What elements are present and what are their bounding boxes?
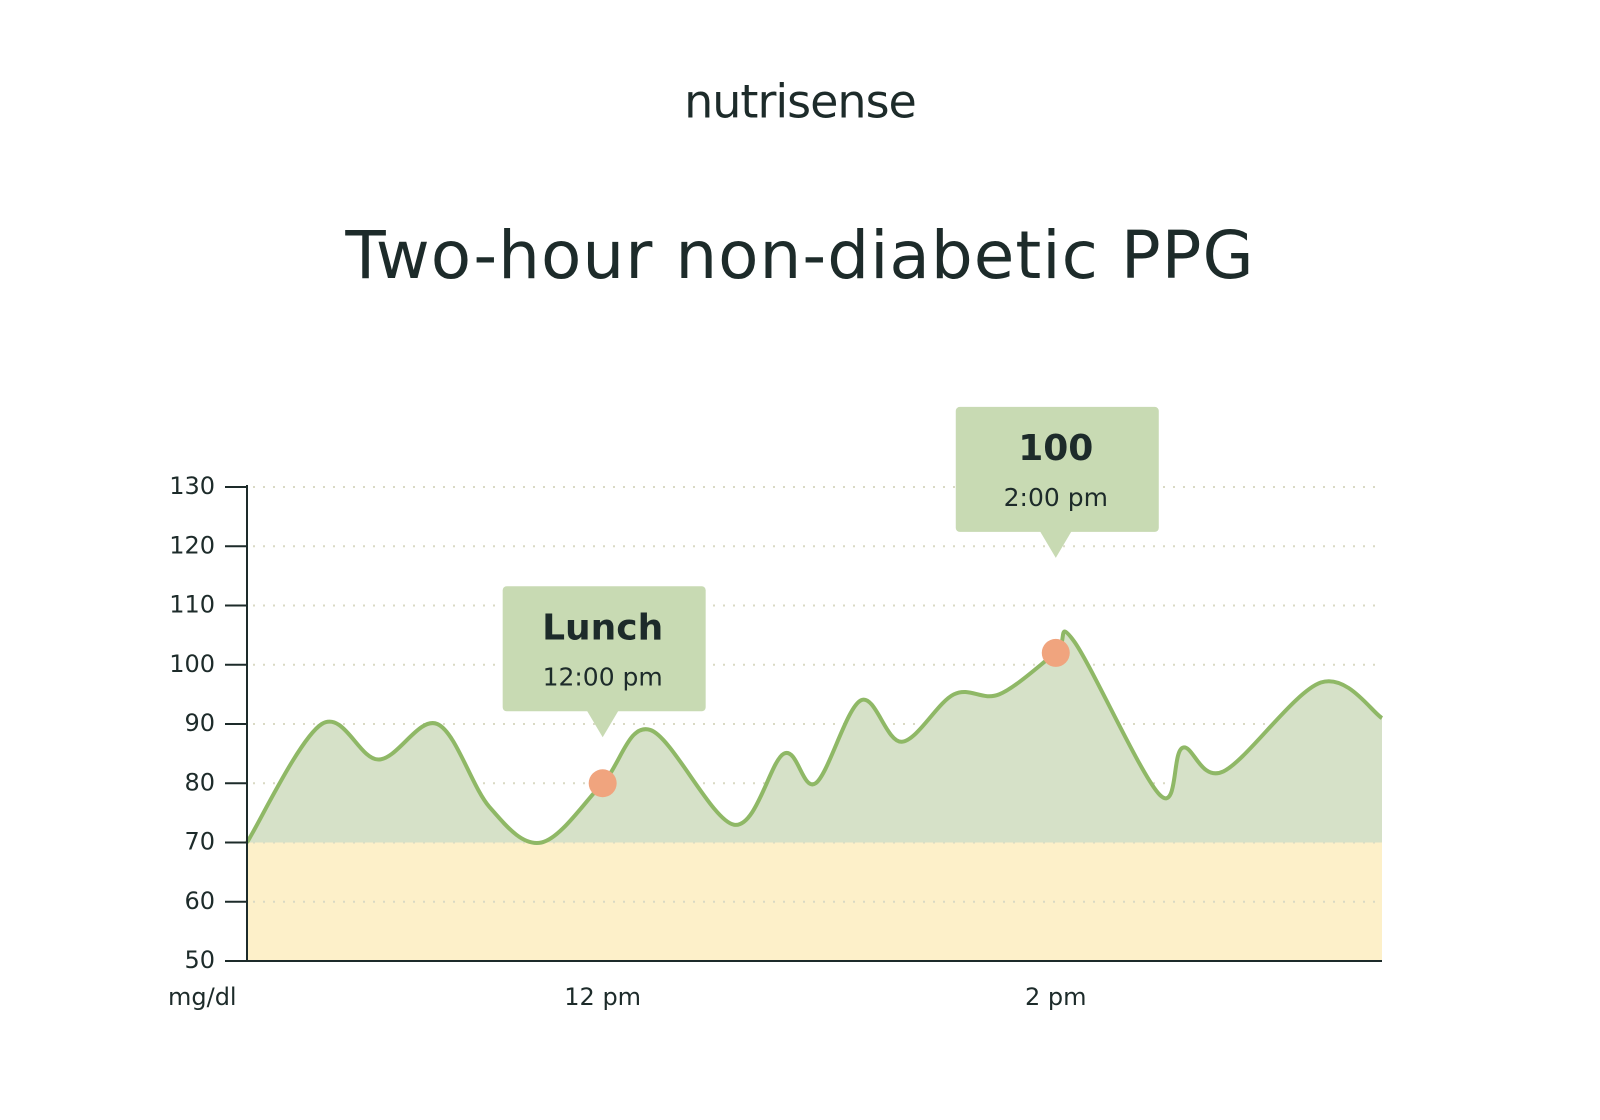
y-tick-label: 120 <box>169 531 215 559</box>
callout-pointer <box>1039 530 1072 558</box>
callout-subtitle: 2:00 pm <box>1004 483 1108 512</box>
y-tick-label: 100 <box>169 650 215 678</box>
y-axis-label: mg/dl <box>168 983 237 1011</box>
y-tick-label: 110 <box>169 591 215 619</box>
callout-box <box>502 586 706 712</box>
callout-title: Lunch <box>542 607 663 648</box>
y-tick-label: 80 <box>184 768 215 796</box>
callout-pointer <box>586 710 619 738</box>
y-tick-label: 60 <box>184 887 215 915</box>
callout-box <box>955 406 1159 532</box>
marker <box>588 769 617 798</box>
x-tick-label: 12 pm <box>564 983 641 1011</box>
chart-title: Two-hour non-diabetic PPG <box>344 217 1254 294</box>
line <box>245 629 1384 845</box>
callout-subtitle: 12:00 pm <box>543 662 663 691</box>
callout-title: 100 <box>1018 428 1093 469</box>
marker <box>1041 638 1070 667</box>
y-tick-label: 70 <box>184 828 215 856</box>
area-fill <box>247 631 1382 844</box>
y-tick-label: 90 <box>184 709 215 737</box>
plot: 50 60 70 80 90 100 110 120 130 12 pm 2 pm Lunch 12:0… <box>169 406 1384 1011</box>
y-tick-label: 130 <box>169 472 215 500</box>
y-tick-label: 50 <box>184 946 215 974</box>
brand-logo: nutrisense <box>684 75 916 129</box>
x-tick-label: 2 pm <box>1025 983 1087 1011</box>
